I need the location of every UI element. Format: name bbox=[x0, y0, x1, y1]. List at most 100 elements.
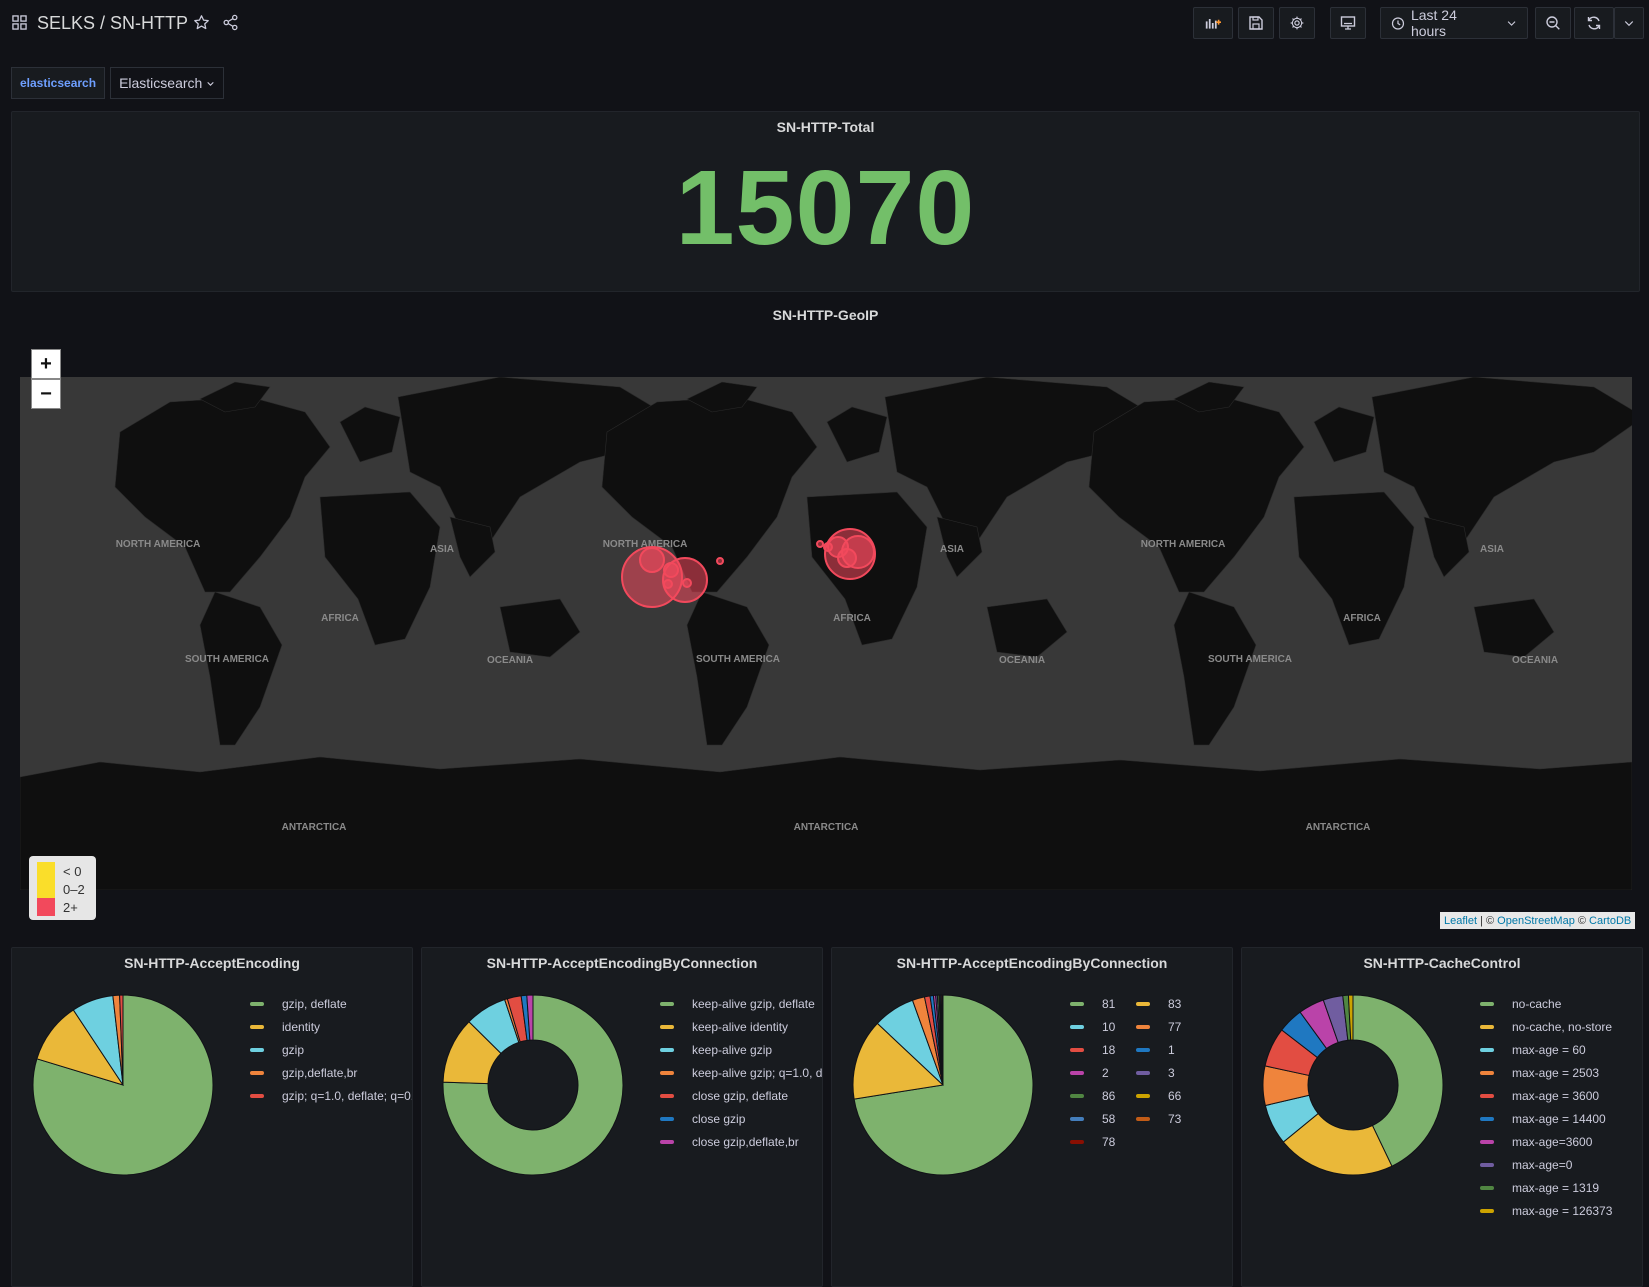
map-label: AFRICA bbox=[321, 613, 359, 624]
star-icon[interactable] bbox=[193, 14, 210, 31]
legend-label: 77 bbox=[1168, 1019, 1182, 1034]
legend-label: max-age = 1319 bbox=[1512, 1180, 1600, 1195]
geo-marker bbox=[663, 579, 673, 589]
legend-label: 83 bbox=[1168, 996, 1182, 1011]
legend-item[interactable]: identity bbox=[250, 1015, 412, 1038]
panel-title[interactable]: SN-HTTP-Total bbox=[776, 119, 875, 135]
add-panel-button[interactable] bbox=[1193, 7, 1233, 39]
dashboard-settings-button[interactable] bbox=[1279, 7, 1315, 39]
pie-chart[interactable] bbox=[28, 990, 218, 1180]
apps-icon[interactable] bbox=[12, 15, 27, 30]
pie-slice[interactable] bbox=[852, 1022, 945, 1100]
legend-item[interactable]: close gzip,deflate,br bbox=[660, 1130, 822, 1153]
zoom-out-time-button[interactable] bbox=[1535, 7, 1571, 39]
map-label: ANTARCTICA bbox=[1306, 822, 1371, 833]
legend-item: 2+ bbox=[37, 898, 96, 916]
legend-swatch bbox=[660, 1093, 674, 1098]
legend-item[interactable]: max-age = 60 bbox=[1480, 1038, 1612, 1061]
donut-chart[interactable] bbox=[438, 990, 628, 1180]
legend-item[interactable]: keep-alive gzip, deflate bbox=[660, 992, 822, 1015]
legend-item[interactable]: 73 bbox=[1136, 1107, 1202, 1130]
openstreetmap-link[interactable]: OpenStreetMap bbox=[1497, 914, 1575, 927]
legend-item[interactable]: max-age = 2503 bbox=[1480, 1061, 1612, 1084]
legend-item[interactable]: gzip; q=1.0, deflate; q=0.5, bbox=[250, 1084, 413, 1107]
save-dashboard-button[interactable] bbox=[1238, 7, 1274, 39]
legend-swatch bbox=[1480, 1116, 1494, 1121]
legend-item[interactable]: max-age = 3600 bbox=[1480, 1084, 1612, 1107]
cartodb-link[interactable]: CartoDB bbox=[1589, 914, 1632, 927]
pie-slice[interactable] bbox=[941, 994, 944, 1086]
legend-label: max-age = 3600 bbox=[1512, 1088, 1600, 1103]
top-navbar: SELKS / SN-HTTP bbox=[0, 0, 1649, 46]
legend-swatch bbox=[250, 1070, 264, 1075]
legend-item[interactable]: keep-alive gzip; q=1.0, defl bbox=[660, 1061, 822, 1084]
legend-label: 0–2 bbox=[63, 881, 85, 897]
legend-item[interactable]: keep-alive identity bbox=[660, 1015, 822, 1038]
legend-item[interactable]: max-age = 126373 bbox=[1480, 1199, 1612, 1222]
share-icon[interactable] bbox=[222, 14, 239, 31]
legend-swatch bbox=[37, 880, 55, 898]
pie-slice[interactable] bbox=[119, 994, 124, 1086]
legend-item[interactable]: 58 bbox=[1070, 1107, 1136, 1130]
legend-item[interactable]: 77 bbox=[1136, 1015, 1202, 1038]
legend-swatch bbox=[1480, 1162, 1494, 1167]
pie-slice[interactable] bbox=[1352, 994, 1444, 1167]
legend-item[interactable]: 81 bbox=[1070, 992, 1136, 1015]
map-threshold-legend: < 0 0–2 2+ bbox=[29, 856, 96, 920]
map-zoom-in-button[interactable]: + bbox=[31, 349, 61, 379]
legend-label: gzip; q=1.0, deflate; q=0.5, bbox=[282, 1088, 413, 1103]
pie-chart[interactable] bbox=[848, 990, 1038, 1180]
map-label: AFRICA bbox=[1343, 613, 1381, 624]
legend-swatch bbox=[1480, 1070, 1494, 1075]
pie-slice[interactable] bbox=[526, 994, 534, 1041]
cycle-view-mode-button[interactable] bbox=[1330, 7, 1366, 39]
legend-item[interactable]: 3 bbox=[1136, 1061, 1202, 1084]
refresh-interval-dropdown[interactable] bbox=[1614, 7, 1644, 39]
legend-item[interactable]: max-age = 1319 bbox=[1480, 1176, 1612, 1199]
chevron-down-icon bbox=[1507, 21, 1516, 26]
legend-swatch bbox=[1136, 1093, 1150, 1098]
panel-title[interactable]: SN-HTTP-AcceptEncodingByConnection bbox=[486, 955, 758, 971]
legend-label: gzip bbox=[282, 1042, 305, 1057]
legend-item[interactable]: 78 bbox=[1070, 1130, 1136, 1153]
legend-swatch bbox=[1480, 1185, 1494, 1190]
legend-item[interactable]: no-cache, no-store bbox=[1480, 1015, 1612, 1038]
refresh-button[interactable] bbox=[1574, 7, 1614, 39]
legend-item[interactable]: 18 bbox=[1070, 1038, 1136, 1061]
pie-slice[interactable] bbox=[1282, 1112, 1393, 1176]
legend-item[interactable]: close gzip bbox=[660, 1107, 822, 1130]
legend-item[interactable]: gzip, deflate bbox=[250, 992, 412, 1015]
panel-title[interactable]: SN-HTTP-CacheControl bbox=[1363, 955, 1521, 971]
legend-item[interactable]: max-age=3600 bbox=[1480, 1130, 1612, 1153]
world-map[interactable]: NORTH AMERICA ASIA AFRICA SOUTH AMERICA … bbox=[20, 377, 1632, 890]
dashboard-breadcrumb[interactable]: SELKS / SN-HTTP bbox=[37, 13, 189, 33]
legend-item[interactable]: 86 bbox=[1070, 1084, 1136, 1107]
legend-item[interactable]: 66 bbox=[1136, 1084, 1202, 1107]
panel-title[interactable]: SN-HTTP-AcceptEncoding bbox=[124, 955, 300, 971]
pie-slice[interactable] bbox=[1347, 994, 1354, 1041]
time-range-picker[interactable]: Last 24 hours bbox=[1380, 7, 1528, 39]
geo-marker bbox=[639, 547, 665, 573]
legend-item[interactable]: gzip,deflate,br bbox=[250, 1061, 412, 1084]
donut-chart[interactable] bbox=[1258, 990, 1448, 1180]
legend-item[interactable]: close gzip, deflate bbox=[660, 1084, 822, 1107]
map-zoom-out-button[interactable]: − bbox=[31, 379, 61, 409]
datasource-variable-select[interactable]: Elasticsearch bbox=[110, 67, 225, 99]
legend-swatch bbox=[660, 1070, 674, 1075]
panel-title[interactable]: SN-HTTP-AcceptEncodingByConnection bbox=[896, 955, 1168, 971]
legend-item[interactable]: no-cache bbox=[1480, 992, 1612, 1015]
clock-icon bbox=[1391, 16, 1405, 30]
leaflet-link[interactable]: Leaflet bbox=[1444, 914, 1478, 927]
legend-swatch bbox=[1136, 1070, 1150, 1075]
legend-item[interactable]: 83 bbox=[1136, 992, 1202, 1015]
legend-item[interactable]: gzip bbox=[250, 1038, 412, 1061]
panel-title[interactable]: SN-HTTP-GeoIP bbox=[772, 307, 879, 323]
legend-item[interactable]: max-age=0 bbox=[1480, 1153, 1612, 1176]
pie-slice[interactable] bbox=[442, 994, 624, 1176]
attribution-separator: | © bbox=[1477, 914, 1498, 927]
legend-item[interactable]: 1 bbox=[1136, 1038, 1202, 1061]
legend-item[interactable]: keep-alive gzip bbox=[660, 1038, 822, 1061]
legend-item[interactable]: 10 bbox=[1070, 1015, 1136, 1038]
legend-item[interactable]: max-age = 14400 bbox=[1480, 1107, 1612, 1130]
legend-item[interactable]: 2 bbox=[1070, 1061, 1136, 1084]
